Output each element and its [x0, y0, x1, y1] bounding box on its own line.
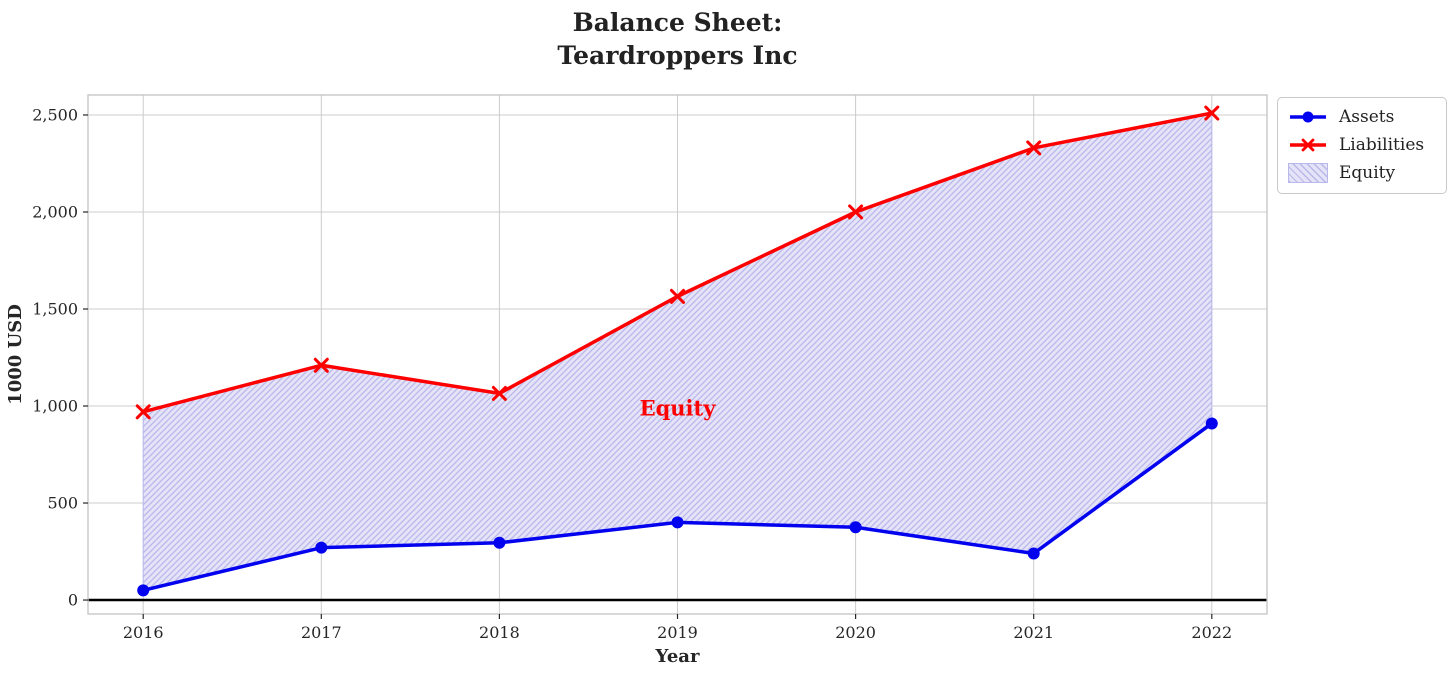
liabilities-point-marker: [491, 385, 507, 401]
legend-label-liabilities: Liabilities: [1339, 135, 1425, 155]
legend-item-assets: Assets: [1288, 106, 1436, 128]
title-line-1: Balance Sheet:: [572, 8, 783, 37]
chart-title: Balance Sheet: Teardroppers Inc: [88, 6, 1267, 72]
assets-point-marker: [671, 516, 684, 529]
x-tick-label: 2022: [1191, 623, 1232, 642]
legend-item-equity: Equity: [1288, 162, 1436, 184]
assets-point-marker: [849, 521, 862, 534]
assets-line-swatch-icon: [1288, 107, 1328, 127]
y-tick-label: 2,500: [32, 105, 78, 124]
liabilities-point-marker: [670, 288, 685, 304]
liabilities-point-marker: [135, 404, 151, 420]
tick-marks: [83, 114, 1213, 619]
x-axis-label: Year: [655, 646, 700, 667]
y-tick-label: 1,000: [32, 397, 78, 416]
liabilities-point-marker: [848, 204, 864, 220]
x-tick-label: 2021: [1013, 623, 1054, 642]
legend-label-equity: Equity: [1339, 163, 1396, 183]
assets-point-marker: [315, 541, 328, 554]
x-tick-label: 2019: [657, 623, 698, 642]
liabilities-point-marker: [1204, 105, 1220, 121]
equity-hatch-swatch-icon: [1288, 163, 1328, 183]
x-tick-label: 2018: [479, 623, 520, 642]
series-assets: [137, 417, 1218, 597]
liabilities-line-swatch-icon: [1288, 135, 1328, 155]
y-tick-label: 0: [68, 591, 78, 610]
legend: Assets Liabilities Equity: [1277, 97, 1447, 194]
x-tick-label: 2017: [301, 623, 342, 642]
assets-point-marker: [1027, 547, 1040, 560]
x-tick-label: 2016: [123, 623, 164, 642]
title-line-2: Teardroppers Inc: [557, 41, 798, 70]
y-tick-label: 2,000: [32, 202, 78, 221]
equity-annotation: Equity: [640, 396, 717, 421]
assets-point-marker: [493, 536, 506, 549]
liabilities-point-marker: [1026, 140, 1042, 156]
tick-labels: 2016 2017 2018 2019 2020 2021 2022 0 500 1,000 1,5…: [32, 105, 1232, 642]
liabilities-point-marker: [313, 357, 329, 373]
legend-item-liabilities: Liabilities: [1288, 134, 1436, 156]
assets-point-marker: [1205, 417, 1218, 430]
y-tick-label: 500: [47, 494, 78, 513]
y-tick-label: 1,500: [32, 300, 78, 319]
y-axis-label: 1000 USD: [5, 304, 26, 405]
legend-label-assets: Assets: [1339, 107, 1395, 127]
x-tick-label: 2020: [835, 623, 876, 642]
series-liabilities: [135, 105, 1220, 420]
assets-point-marker: [137, 584, 150, 597]
